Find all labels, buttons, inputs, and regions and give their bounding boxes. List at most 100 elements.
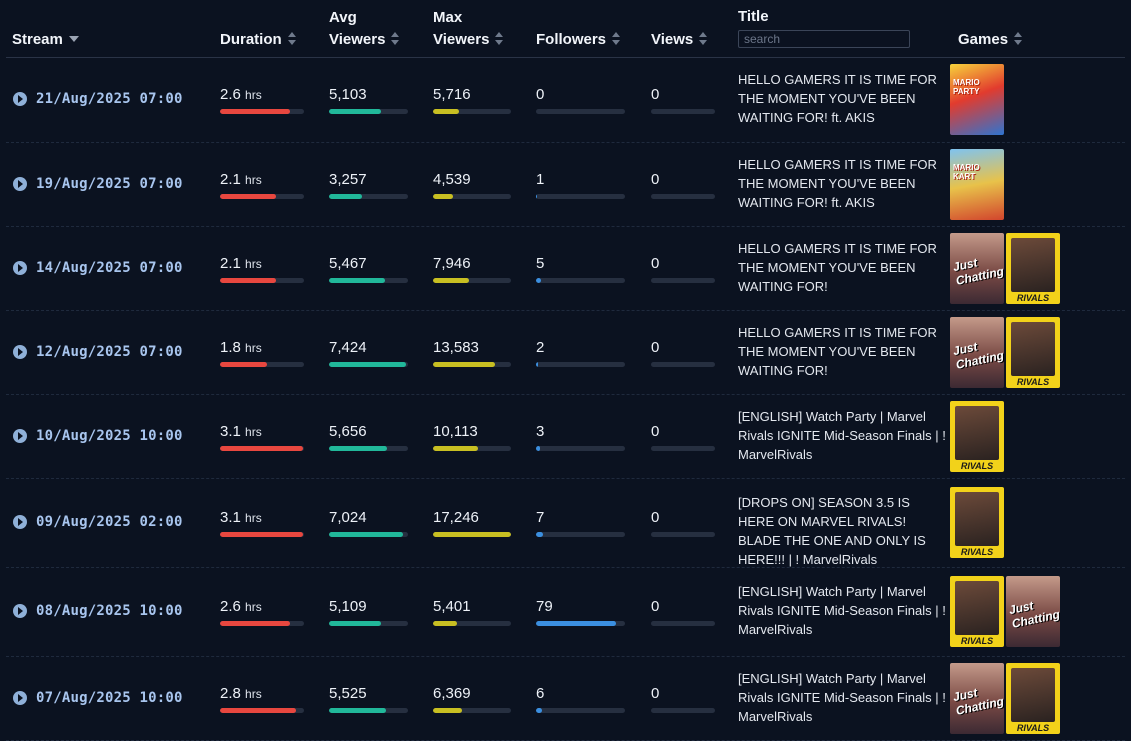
views: 0 [651, 685, 659, 702]
header-avg-viewers[interactable]: Avg Viewers [329, 7, 400, 51]
views-bar [651, 362, 715, 367]
avg-viewers-value: 5,525 [329, 685, 367, 702]
max-viewers-value: 6,369 [433, 685, 471, 702]
stream-date-link[interactable]: 08/Aug/2025 10:00 [36, 603, 183, 619]
views-bar [651, 621, 715, 626]
stream-date-link[interactable]: 19/Aug/2025 07:00 [36, 176, 183, 192]
game-label: Just Chatting [951, 255, 1004, 288]
max-viewers-value: 4,539 [433, 171, 471, 188]
just-chatting-cover-icon[interactable]: Just Chatting [950, 317, 1004, 388]
games-list: MARIO PARTY [950, 64, 1006, 135]
followers-value: 3 [536, 423, 545, 440]
stream-title: [ENGLISH] Watch Party | Marvel Rivals IG… [738, 584, 946, 637]
stream-title: [DROPS ON] SEASON 3.5 IS HERE ON MARVEL … [738, 495, 926, 567]
game-label: Just Chatting [1007, 598, 1060, 631]
avg-viewers: 5,656 [329, 423, 367, 440]
expand-row-icon[interactable] [13, 604, 27, 618]
header-followers[interactable]: Followers [536, 29, 621, 51]
sort-icon [1014, 32, 1023, 46]
expand-row-icon[interactable] [13, 691, 27, 705]
followers-bar [536, 446, 625, 451]
duration-value: 3.1 [220, 509, 241, 526]
duration: 3.1 hrs [220, 423, 262, 440]
max-viewers-bar-fill [433, 621, 458, 626]
stream-date-link[interactable]: 21/Aug/2025 07:00 [36, 91, 183, 107]
stream-date-link[interactable]: 10/Aug/2025 10:00 [36, 428, 183, 444]
sort-icon [287, 32, 296, 46]
table-row[interactable]: 10/Aug/2025 10:00 3.1 hrs 5,656 10,113 3 0 [EN… [6, 395, 1125, 479]
duration: 1.8 hrs [220, 339, 262, 356]
marvel-rivals-cover-icon[interactable]: RIVALS [950, 487, 1004, 558]
views-value: 0 [651, 509, 660, 526]
header-max-viewers[interactable]: Max Viewers [433, 7, 504, 51]
mario-party-cover-icon[interactable]: MARIO PARTY [950, 64, 1004, 135]
table-row[interactable]: 14/Aug/2025 07:00 2.1 hrs 5,467 7,946 5 0 HELL… [6, 227, 1125, 311]
views-bar [651, 278, 715, 283]
stream-date-link[interactable]: 09/Aug/2025 02:00 [36, 514, 183, 530]
max-viewers-bar-fill [433, 194, 454, 199]
avg-viewers: 7,024 [329, 509, 367, 526]
max-viewers-value: 13,583 [433, 339, 479, 356]
table-row[interactable]: 08/Aug/2025 10:00 2.6 hrs 5,109 5,401 79 0 [EN… [6, 568, 1125, 657]
header-duration[interactable]: Duration [220, 29, 296, 51]
just-chatting-cover-icon[interactable]: Just Chatting [950, 663, 1004, 734]
followers: 5 [536, 255, 544, 272]
sort-icon [699, 32, 708, 46]
max-viewers-bar [433, 109, 511, 114]
table-row[interactable]: 21/Aug/2025 07:00 2.6 hrs 5,103 5,716 0 0 HELL… [6, 58, 1125, 143]
header-games[interactable]: Games [958, 29, 1023, 51]
stream-date-link[interactable]: 14/Aug/2025 07:00 [36, 260, 183, 276]
expand-row-icon[interactable] [13, 429, 27, 443]
followers-bar [536, 194, 625, 199]
expand-row-icon[interactable] [13, 92, 27, 106]
mario-kart-cover-icon[interactable]: MARIO KART [950, 149, 1004, 220]
games-list: Just Chatting RIVALS [950, 233, 1062, 304]
avg-viewers: 7,424 [329, 339, 367, 356]
duration-bar-fill [220, 278, 277, 283]
duration-value: 2.6 [220, 86, 241, 103]
followers-bar-fill [536, 532, 544, 537]
marvel-rivals-cover-icon[interactable]: RIVALS [1006, 317, 1060, 388]
marvel-rivals-cover-icon[interactable]: RIVALS [950, 401, 1004, 472]
avg-viewers-bar [329, 194, 408, 199]
followers: 2 [536, 339, 544, 356]
duration-bar [220, 621, 304, 626]
duration-bar-fill [220, 194, 277, 199]
followers: 79 [536, 598, 553, 615]
stream-date-link[interactable]: 07/Aug/2025 10:00 [36, 690, 183, 706]
max-viewers-value: 5,401 [433, 598, 471, 615]
marvel-rivals-cover-icon[interactable]: RIVALS [950, 576, 1004, 647]
marvel-rivals-cover-icon[interactable]: RIVALS [1006, 233, 1060, 304]
marvel-rivals-cover-icon[interactable]: RIVALS [1006, 663, 1060, 734]
just-chatting-cover-icon[interactable]: Just Chatting [1006, 576, 1060, 647]
header-stream[interactable]: Stream [12, 29, 79, 51]
stream-title: [ENGLISH] Watch Party | Marvel Rivals IG… [738, 409, 946, 462]
max-viewers-bar [433, 621, 511, 626]
stream-date-link[interactable]: 12/Aug/2025 07:00 [36, 344, 183, 360]
header-views[interactable]: Views [651, 29, 708, 51]
avg-viewers: 3,257 [329, 171, 367, 188]
followers-value: 79 [536, 598, 553, 615]
avg-viewers: 5,525 [329, 685, 367, 702]
title-search-input[interactable] [738, 30, 910, 48]
stream-title: HELLO GAMERS IT IS TIME FOR THE MOMENT Y… [738, 157, 937, 210]
table-row[interactable]: 19/Aug/2025 07:00 2.1 hrs 3,257 4,539 1 0 HELL… [6, 143, 1125, 227]
table-row[interactable]: 09/Aug/2025 02:00 3.1 hrs 7,024 17,246 7 0 [DR… [6, 479, 1125, 568]
views: 0 [651, 171, 659, 188]
max-viewers-bar-fill [433, 708, 462, 713]
just-chatting-cover-icon[interactable]: Just Chatting [950, 233, 1004, 304]
expand-row-icon[interactable] [13, 177, 27, 191]
max-viewers: 6,369 [433, 685, 471, 702]
expand-row-icon[interactable] [13, 515, 27, 529]
max-viewers-bar [433, 194, 511, 199]
game-label: Just Chatting [951, 339, 1004, 372]
table-row[interactable]: 12/Aug/2025 07:00 1.8 hrs 7,424 13,583 2 0 HEL… [6, 311, 1125, 395]
games-list: RIVALS [950, 487, 1006, 558]
views-value: 0 [651, 171, 660, 188]
duration-unit: hrs [245, 88, 262, 102]
expand-row-icon[interactable] [13, 261, 27, 275]
expand-row-icon[interactable] [13, 345, 27, 359]
duration: 2.1 hrs [220, 171, 262, 188]
followers-bar-fill [536, 194, 537, 199]
table-row[interactable]: 07/Aug/2025 10:00 2.8 hrs 5,525 6,369 6 0 [ENG… [6, 657, 1125, 741]
